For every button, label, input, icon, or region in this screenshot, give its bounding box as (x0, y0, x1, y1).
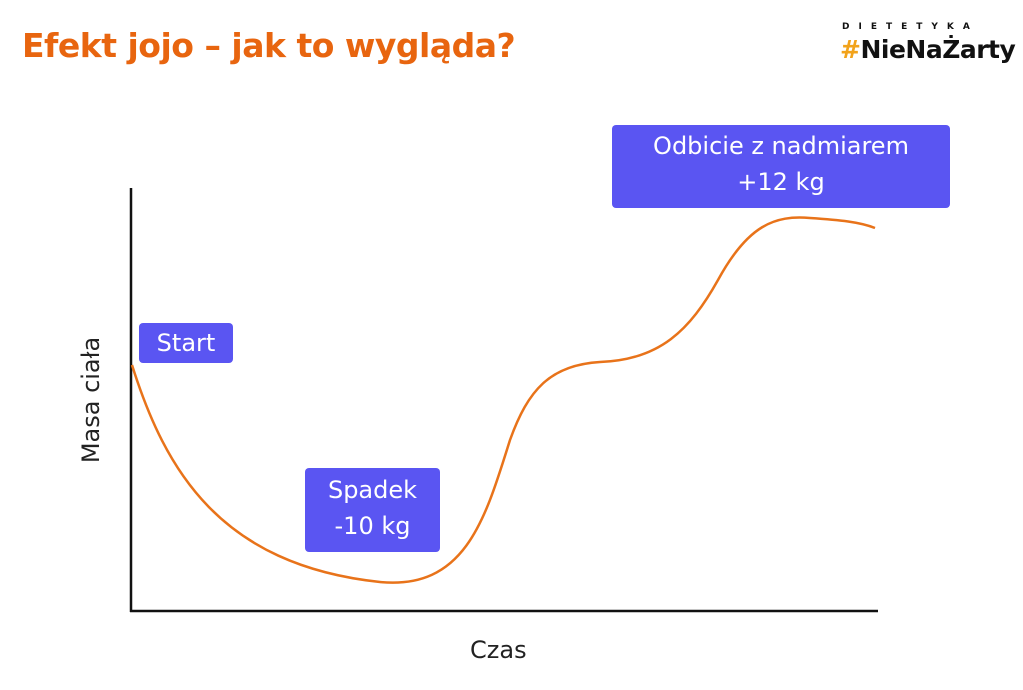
start-label: Start (139, 323, 233, 363)
rebound-title: Odbicie z nadmiarem (653, 132, 909, 160)
drop-label: Spadek -10 kg (305, 468, 440, 552)
x-axis-label: Czas (470, 636, 527, 664)
logo-text: NieNaŻarty (860, 35, 1016, 64)
drop-title: Spadek (327, 476, 418, 504)
rebound-label: Odbicie z nadmiarem +12 kg (612, 125, 950, 208)
logo-subtitle: DIETETYKA (842, 22, 979, 32)
hash-icon: # (840, 35, 861, 64)
y-axis-label: Masa ciała (77, 336, 105, 464)
logo-name: #NieNaŻarty (840, 35, 1016, 64)
logo: DIETETYKA #NieNaŻarty (840, 22, 1016, 64)
page-title: Efekt jojo – jak to wygląda? (22, 26, 516, 65)
weight-curve (130, 216, 876, 584)
drop-value: -10 kg (334, 512, 411, 540)
rebound-value: +12 kg (737, 168, 825, 196)
